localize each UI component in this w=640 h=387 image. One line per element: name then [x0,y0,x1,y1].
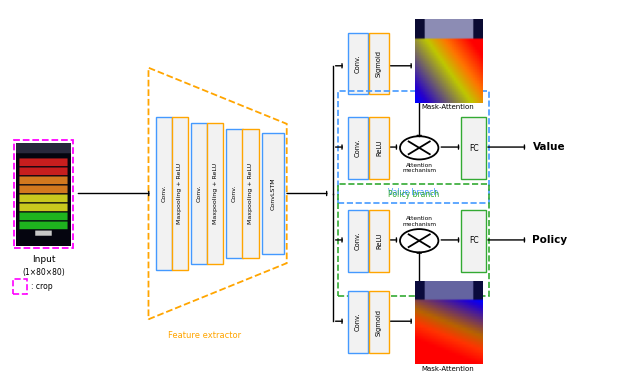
Text: Value branch: Value branch [388,188,438,197]
Text: Conv.: Conv. [161,185,166,202]
FancyBboxPatch shape [172,117,188,270]
FancyBboxPatch shape [156,117,172,270]
Text: Mask-Attention: Mask-Attention [422,366,474,372]
Text: Feature extractor: Feature extractor [168,331,241,340]
FancyBboxPatch shape [369,33,389,94]
FancyBboxPatch shape [348,117,368,179]
Text: FC: FC [468,144,479,152]
Text: ConvLSTM: ConvLSTM [271,177,276,210]
FancyBboxPatch shape [262,133,284,254]
Text: Conv.: Conv. [355,139,361,157]
Text: ReLU: ReLU [376,140,382,156]
FancyBboxPatch shape [461,117,486,179]
FancyBboxPatch shape [348,291,368,353]
Text: Sigmoid: Sigmoid [376,50,382,77]
FancyBboxPatch shape [191,123,207,264]
Text: : crop: : crop [31,282,52,291]
Text: Input: Input [32,255,55,264]
Text: Conv.: Conv. [355,232,361,250]
Text: Conv.: Conv. [355,55,361,73]
Text: Maxpooling + ReLU: Maxpooling + ReLU [177,163,182,224]
Text: (1×80×80): (1×80×80) [22,268,65,277]
Text: Sigmoid: Sigmoid [376,309,382,336]
FancyBboxPatch shape [348,33,368,94]
FancyBboxPatch shape [369,291,389,353]
Text: Policy: Policy [532,235,568,245]
Text: Attention
mechanism: Attention mechanism [402,216,436,227]
FancyBboxPatch shape [242,129,259,258]
FancyBboxPatch shape [461,210,486,272]
Text: Conv.: Conv. [355,313,361,331]
Text: ReLU: ReLU [376,233,382,249]
Text: Attention
mechanism: Attention mechanism [402,163,436,173]
Text: Maxpooling + ReLU: Maxpooling + ReLU [212,163,218,224]
FancyBboxPatch shape [226,129,243,258]
FancyBboxPatch shape [348,210,368,272]
Text: FC: FC [468,236,479,245]
Text: Conv.: Conv. [196,185,202,202]
Text: Conv.: Conv. [232,185,237,202]
FancyBboxPatch shape [369,210,389,272]
Text: Value: Value [532,142,565,152]
Text: Maxpooling + ReLU: Maxpooling + ReLU [248,163,253,224]
Text: Policy branch: Policy branch [388,190,439,199]
FancyBboxPatch shape [369,117,389,179]
Text: Mask-Attention: Mask-Attention [422,104,474,111]
FancyBboxPatch shape [207,123,223,264]
